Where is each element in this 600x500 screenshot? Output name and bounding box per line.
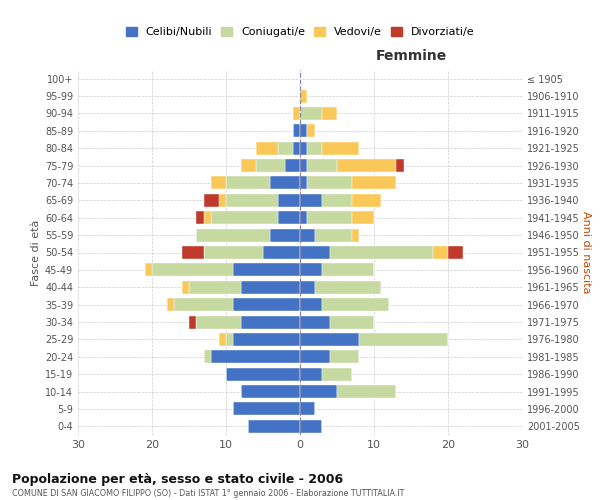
Bar bbox=[174, 298, 233, 311]
Bar bbox=[300, 280, 315, 294]
Bar bbox=[300, 211, 307, 224]
Text: Popolazione per età, sesso e stato civile - 2006: Popolazione per età, sesso e stato civil… bbox=[12, 472, 343, 486]
Bar bbox=[152, 264, 233, 276]
Bar bbox=[211, 350, 300, 364]
Bar bbox=[359, 333, 448, 346]
Bar bbox=[196, 211, 204, 224]
Bar bbox=[293, 142, 300, 154]
Bar bbox=[204, 194, 218, 207]
Bar bbox=[218, 333, 226, 346]
Bar bbox=[300, 176, 307, 190]
Bar bbox=[433, 246, 448, 259]
Bar bbox=[448, 246, 463, 259]
Bar bbox=[241, 159, 256, 172]
Bar bbox=[322, 298, 389, 311]
Bar bbox=[226, 194, 278, 207]
Bar bbox=[182, 280, 189, 294]
Bar bbox=[226, 368, 300, 380]
Bar bbox=[226, 333, 233, 346]
Bar bbox=[300, 124, 307, 138]
Bar bbox=[315, 228, 352, 241]
Bar bbox=[300, 228, 315, 241]
Bar bbox=[300, 368, 322, 380]
Bar bbox=[204, 246, 263, 259]
Bar bbox=[248, 420, 300, 433]
Y-axis label: Anni di nascita: Anni di nascita bbox=[581, 211, 591, 294]
Bar bbox=[300, 107, 322, 120]
Bar bbox=[293, 124, 300, 138]
Bar bbox=[167, 298, 174, 311]
Bar bbox=[322, 142, 359, 154]
Bar bbox=[396, 159, 404, 172]
Bar bbox=[315, 280, 382, 294]
Bar bbox=[196, 228, 271, 241]
Bar bbox=[307, 159, 337, 172]
Bar bbox=[307, 124, 315, 138]
Bar bbox=[196, 316, 241, 328]
Bar bbox=[233, 402, 300, 415]
Bar bbox=[278, 211, 300, 224]
Bar bbox=[182, 246, 204, 259]
Bar bbox=[352, 228, 359, 241]
Bar bbox=[300, 298, 322, 311]
Bar bbox=[300, 402, 315, 415]
Bar bbox=[256, 159, 285, 172]
Bar bbox=[233, 264, 300, 276]
Bar bbox=[300, 420, 322, 433]
Bar bbox=[300, 90, 307, 102]
Bar bbox=[307, 176, 352, 190]
Bar bbox=[337, 385, 396, 398]
Bar bbox=[352, 211, 374, 224]
Bar bbox=[278, 194, 300, 207]
Bar bbox=[307, 211, 352, 224]
Bar bbox=[329, 350, 359, 364]
Bar bbox=[189, 316, 196, 328]
Bar bbox=[300, 194, 322, 207]
Bar bbox=[300, 316, 329, 328]
Bar bbox=[300, 142, 307, 154]
Bar bbox=[204, 211, 211, 224]
Text: Femmine: Femmine bbox=[376, 48, 446, 62]
Bar bbox=[263, 246, 300, 259]
Bar bbox=[233, 298, 300, 311]
Bar bbox=[300, 159, 307, 172]
Bar bbox=[218, 194, 226, 207]
Bar bbox=[256, 142, 278, 154]
Bar bbox=[285, 159, 300, 172]
Bar bbox=[271, 176, 300, 190]
Legend: Celibi/Nubili, Coniugati/e, Vedovi/e, Divorziati/e: Celibi/Nubili, Coniugati/e, Vedovi/e, Di… bbox=[124, 24, 476, 40]
Bar bbox=[300, 333, 359, 346]
Bar bbox=[189, 280, 241, 294]
Bar bbox=[300, 350, 329, 364]
Bar bbox=[352, 194, 382, 207]
Bar bbox=[271, 228, 300, 241]
Bar bbox=[293, 107, 300, 120]
Bar bbox=[322, 107, 337, 120]
Bar bbox=[329, 246, 433, 259]
Bar bbox=[241, 316, 300, 328]
Text: COMUNE DI SAN GIACOMO FILIPPO (SO) - Dati ISTAT 1° gennaio 2006 - Elaborazione T: COMUNE DI SAN GIACOMO FILIPPO (SO) - Dat… bbox=[12, 489, 404, 498]
Bar bbox=[300, 246, 329, 259]
Bar bbox=[337, 159, 396, 172]
Bar bbox=[233, 333, 300, 346]
Bar bbox=[300, 385, 337, 398]
Bar bbox=[241, 385, 300, 398]
Bar bbox=[322, 194, 352, 207]
Bar bbox=[211, 176, 226, 190]
Bar bbox=[322, 368, 352, 380]
Bar bbox=[329, 316, 374, 328]
Bar bbox=[307, 142, 322, 154]
Bar bbox=[226, 176, 271, 190]
Bar bbox=[278, 142, 293, 154]
Y-axis label: Fasce di età: Fasce di età bbox=[31, 220, 41, 286]
Bar bbox=[204, 350, 211, 364]
Bar bbox=[241, 280, 300, 294]
Bar bbox=[145, 264, 152, 276]
Bar bbox=[211, 211, 278, 224]
Bar bbox=[322, 264, 374, 276]
Bar bbox=[300, 264, 322, 276]
Bar bbox=[352, 176, 396, 190]
